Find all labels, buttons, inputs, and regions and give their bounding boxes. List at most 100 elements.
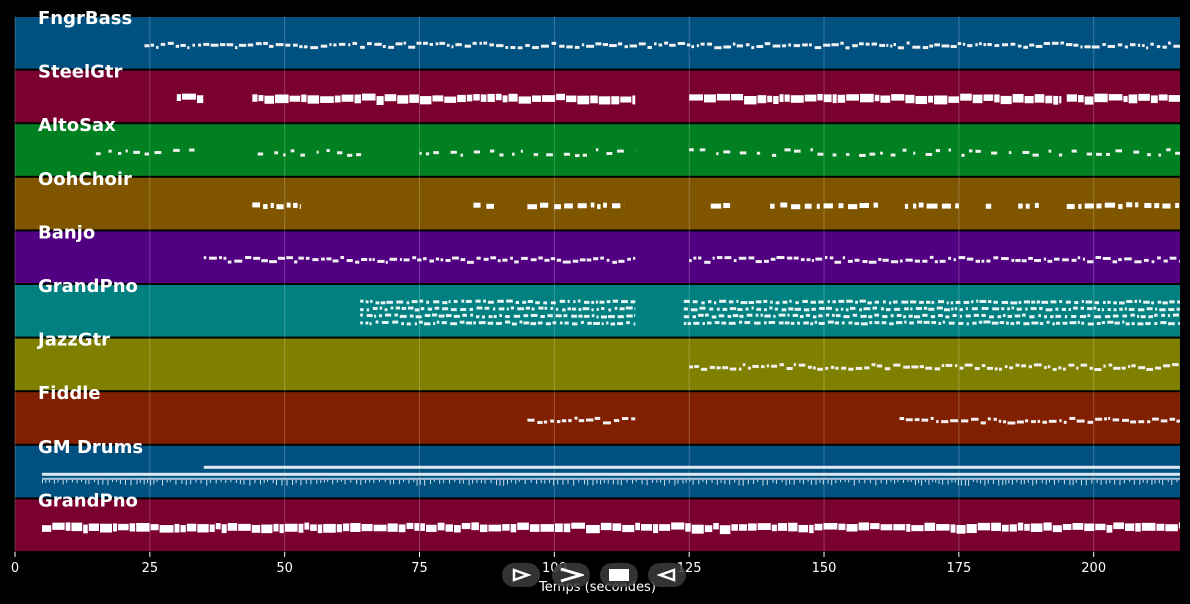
note: [1133, 479, 1135, 485]
note: [1175, 151, 1180, 155]
note: [186, 523, 197, 532]
note: [1032, 479, 1034, 486]
note: [508, 93, 518, 102]
note: [1010, 42, 1016, 46]
note: [818, 300, 824, 304]
note: [853, 479, 855, 486]
note: [913, 203, 917, 209]
note: [835, 308, 839, 312]
note: [1048, 479, 1050, 483]
note: [787, 256, 793, 260]
note: [139, 479, 141, 483]
note: [817, 367, 823, 371]
fast-forward-button[interactable]: [552, 563, 590, 587]
note: [340, 479, 342, 482]
note: [803, 479, 805, 485]
note: [965, 307, 968, 311]
note: [596, 315, 599, 319]
note: [1058, 153, 1063, 157]
note: [1080, 306, 1085, 310]
note: [606, 321, 609, 325]
note: [563, 314, 568, 318]
note: [601, 307, 605, 311]
note: [874, 94, 880, 102]
note: [475, 299, 481, 303]
note: [729, 367, 737, 371]
note: [771, 524, 777, 532]
note: [381, 320, 389, 324]
note: [555, 314, 562, 318]
note: [1130, 313, 1135, 317]
note: [1154, 322, 1158, 326]
note: [732, 42, 736, 46]
note: [1001, 524, 1009, 532]
note: [831, 479, 833, 486]
note: [799, 479, 801, 483]
note: [585, 418, 594, 422]
note: [978, 42, 982, 46]
note: [1076, 419, 1085, 423]
note: [854, 322, 859, 326]
note: [1154, 313, 1158, 317]
note: [292, 479, 294, 486]
note: [544, 258, 550, 262]
note: [473, 202, 481, 208]
note: [1169, 300, 1175, 304]
rewind-button[interactable]: [648, 563, 686, 587]
note: [364, 479, 366, 484]
note: [1077, 320, 1080, 324]
note: [612, 479, 614, 485]
note: [896, 321, 903, 325]
note: [1104, 202, 1116, 208]
note: [1122, 320, 1125, 324]
note: [972, 94, 983, 104]
note: [1081, 300, 1084, 304]
note: [1072, 522, 1084, 530]
note: [1085, 479, 1087, 486]
note: [253, 256, 261, 260]
track-label: AltoSax: [38, 115, 116, 136]
note: [928, 307, 935, 311]
note: [1016, 420, 1024, 424]
note: [1014, 314, 1021, 318]
note: [1002, 314, 1006, 318]
note: [612, 203, 621, 209]
note: [745, 43, 750, 47]
note: [586, 524, 600, 534]
note: [454, 479, 456, 482]
note: [787, 313, 790, 317]
note: [894, 479, 896, 484]
note: [1113, 366, 1121, 370]
note: [234, 46, 238, 50]
note: [531, 307, 535, 311]
note: [361, 257, 368, 261]
note: [568, 419, 572, 423]
note: [424, 479, 426, 486]
track-lane: [15, 445, 1180, 498]
note: [408, 45, 416, 49]
note: [327, 479, 329, 483]
note: [700, 367, 708, 371]
note: [515, 479, 517, 484]
note: [496, 44, 504, 48]
play-button[interactable]: [502, 563, 540, 587]
note: [406, 322, 411, 326]
note: [392, 320, 399, 324]
note: [370, 299, 373, 303]
note: [129, 523, 136, 532]
note: [257, 152, 264, 156]
note: [814, 320, 818, 324]
stop-button[interactable]: [600, 563, 638, 587]
note: [435, 42, 439, 46]
note: [586, 258, 592, 262]
note: [1157, 300, 1162, 304]
note: [1093, 306, 1097, 310]
note: [144, 152, 149, 156]
note: [773, 314, 776, 318]
note: [977, 522, 991, 531]
note: [811, 307, 816, 311]
note: [768, 320, 776, 324]
note: [818, 314, 823, 318]
note: [960, 93, 972, 101]
note: [1122, 418, 1130, 422]
